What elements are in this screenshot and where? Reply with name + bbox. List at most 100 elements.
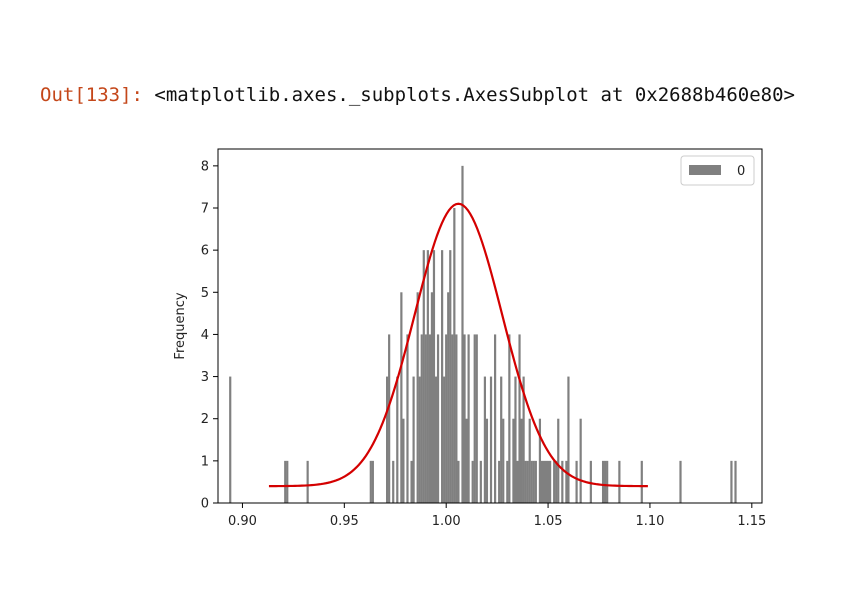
histogram-bar bbox=[498, 460, 501, 503]
histogram-bar bbox=[453, 208, 456, 503]
histogram-bar bbox=[420, 334, 423, 503]
histogram-bar bbox=[392, 460, 395, 503]
histogram-bar bbox=[445, 334, 448, 503]
curve-layer bbox=[268, 202, 648, 488]
histogram-bar bbox=[522, 376, 525, 503]
histogram-bar bbox=[542, 460, 546, 503]
histogram-bar bbox=[538, 418, 542, 503]
histogram-bar bbox=[416, 292, 419, 503]
histogram-bar bbox=[512, 418, 515, 503]
histogram-bar bbox=[526, 460, 529, 503]
histogram-bar bbox=[400, 292, 403, 503]
histogram-bar bbox=[528, 418, 531, 503]
y-tick-label: 1 bbox=[201, 454, 209, 469]
x-axis: 0.90 0.95 1.00 1.05 1.10 1.15 bbox=[228, 503, 766, 529]
histogram-bar bbox=[422, 250, 425, 503]
y-tick-label: 7 bbox=[201, 202, 209, 217]
y-tick-label: 4 bbox=[201, 328, 209, 343]
histogram-bar bbox=[461, 165, 464, 503]
fitted-curve bbox=[268, 202, 648, 488]
histogram-bar bbox=[286, 460, 289, 503]
histogram-bar bbox=[473, 334, 476, 503]
histogram-bar bbox=[369, 460, 372, 503]
histogram-bar bbox=[565, 460, 568, 503]
histogram-bar bbox=[386, 376, 389, 503]
histogram-bar bbox=[575, 460, 578, 503]
histogram-bar bbox=[396, 376, 399, 503]
histogram-bar bbox=[530, 460, 533, 503]
bars-layer bbox=[229, 165, 737, 503]
histogram-bar bbox=[546, 460, 550, 503]
y-axis: 0 1 2 3 4 5 6 7 8 bbox=[201, 159, 218, 512]
histogram-bar bbox=[388, 334, 391, 503]
histogram-bar bbox=[410, 460, 413, 503]
histogram-bar bbox=[430, 292, 434, 503]
histogram-bar bbox=[432, 250, 436, 503]
y-tick-label: 8 bbox=[201, 159, 209, 174]
histogram-bar bbox=[489, 376, 493, 503]
histogram-bar bbox=[544, 460, 548, 503]
histogram-bar bbox=[567, 376, 570, 503]
histogram-bar bbox=[463, 334, 466, 503]
y-tick-label: 0 bbox=[201, 497, 209, 512]
y-tick-label: 2 bbox=[201, 412, 209, 427]
axes-frame bbox=[217, 148, 763, 504]
x-tick-label: 1.15 bbox=[737, 514, 766, 529]
histogram-bar bbox=[229, 376, 232, 503]
histogram-bar bbox=[457, 460, 460, 503]
x-tick-label: 1.10 bbox=[635, 514, 664, 529]
histogram-bar bbox=[406, 334, 409, 503]
histogram-bar bbox=[479, 460, 482, 503]
histogram-bar bbox=[426, 250, 429, 503]
histogram-bar bbox=[506, 460, 509, 503]
output-repr: <matplotlib.axes._subplots.AxesSubplot a… bbox=[154, 84, 795, 106]
histogram-bar bbox=[418, 376, 421, 503]
histogram-bar bbox=[467, 334, 470, 503]
histogram-bar bbox=[679, 460, 682, 503]
x-tick-label: 0.90 bbox=[228, 514, 257, 529]
histogram-bar bbox=[557, 418, 560, 503]
histogram-bar bbox=[534, 460, 537, 503]
x-tick-label: 1.00 bbox=[432, 514, 461, 529]
histogram-bar bbox=[555, 460, 558, 503]
histogram-bar bbox=[451, 334, 454, 503]
histogram-bar bbox=[520, 418, 523, 503]
x-tick-label: 1.05 bbox=[534, 514, 563, 529]
histogram-bar bbox=[734, 460, 737, 503]
y-tick-label: 5 bbox=[201, 286, 209, 301]
histogram-bar bbox=[553, 460, 556, 503]
legend-swatch bbox=[689, 165, 721, 175]
histogram-bar bbox=[561, 460, 564, 503]
histogram-bar bbox=[447, 292, 450, 503]
histogram-bar bbox=[455, 334, 458, 503]
histogram-bar bbox=[730, 460, 733, 503]
histogram-bar bbox=[449, 250, 452, 503]
histogram-bar bbox=[465, 418, 468, 503]
histogram-bar bbox=[508, 334, 511, 503]
histogram-bar bbox=[540, 460, 544, 503]
histogram-bar bbox=[434, 376, 438, 503]
histogram-bar bbox=[493, 334, 497, 503]
histogram-bar bbox=[606, 460, 609, 503]
histogram-bar bbox=[601, 460, 605, 503]
histogram-bar bbox=[371, 460, 374, 503]
histogram-bar bbox=[524, 460, 527, 503]
histogram-bar bbox=[500, 376, 503, 503]
histogram-bar bbox=[640, 460, 643, 503]
histogram-bar bbox=[428, 334, 431, 503]
y-tick-label: 6 bbox=[201, 244, 209, 259]
histogram-bar bbox=[475, 334, 478, 503]
histogram-bar bbox=[284, 460, 287, 503]
histogram-bar bbox=[441, 250, 444, 503]
histogram-bar bbox=[604, 460, 607, 503]
out-prompt: Out[133]: bbox=[40, 84, 143, 106]
histogram-bar bbox=[471, 460, 474, 503]
histogram-bar bbox=[443, 376, 446, 503]
histogram-bar bbox=[436, 334, 440, 503]
histogram-bar bbox=[306, 460, 309, 503]
histogram-bar bbox=[549, 460, 552, 503]
histogram-bar bbox=[618, 460, 621, 503]
histogram-bar bbox=[532, 460, 535, 503]
histogram-bar bbox=[402, 418, 405, 503]
